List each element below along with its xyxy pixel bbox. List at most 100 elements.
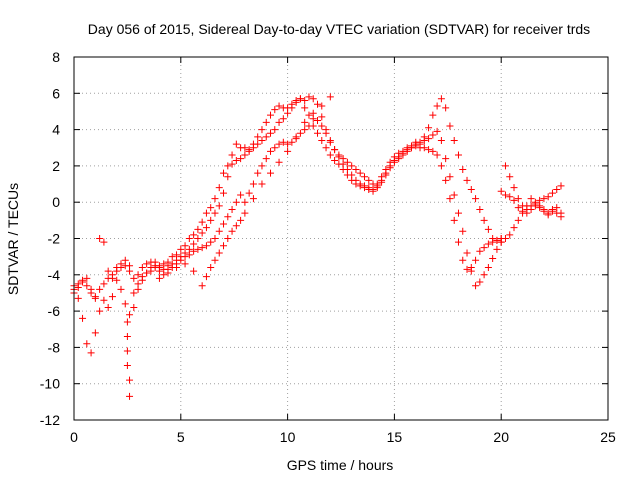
data-point bbox=[288, 138, 296, 146]
data-point bbox=[442, 155, 450, 163]
data-point bbox=[164, 262, 172, 270]
data-point bbox=[531, 200, 539, 208]
y-tick-label: -8 bbox=[48, 339, 61, 355]
data-point bbox=[91, 329, 99, 337]
data-point bbox=[314, 129, 322, 137]
data-point bbox=[493, 236, 501, 244]
data-point bbox=[557, 209, 565, 217]
data-point bbox=[501, 162, 509, 170]
data-point bbox=[173, 264, 181, 272]
data-point bbox=[254, 169, 262, 177]
data-point bbox=[301, 118, 309, 126]
data-point bbox=[309, 109, 317, 117]
data-point bbox=[548, 205, 556, 213]
data-point bbox=[296, 95, 304, 103]
data-point bbox=[284, 147, 292, 155]
data-point bbox=[501, 191, 509, 199]
data-point bbox=[211, 235, 219, 242]
data-point bbox=[215, 184, 223, 192]
data-point bbox=[123, 347, 131, 355]
data-point bbox=[433, 127, 441, 135]
data-point bbox=[126, 311, 134, 319]
data-point bbox=[450, 191, 458, 199]
data-point bbox=[429, 147, 437, 155]
data-point bbox=[151, 258, 159, 266]
data-point bbox=[544, 193, 552, 201]
y-tick-label: -4 bbox=[48, 267, 61, 283]
data-point bbox=[130, 274, 138, 282]
data-point bbox=[459, 227, 467, 235]
data-point bbox=[202, 273, 210, 281]
data-point bbox=[480, 216, 488, 224]
data-point bbox=[506, 231, 514, 239]
data-point bbox=[493, 245, 501, 253]
data-point bbox=[87, 285, 95, 293]
data-point bbox=[339, 155, 347, 163]
data-point bbox=[484, 225, 492, 233]
data-point bbox=[79, 314, 87, 322]
data-point bbox=[527, 195, 535, 203]
data-point bbox=[536, 204, 544, 212]
data-point bbox=[463, 265, 471, 273]
data-point bbox=[446, 195, 454, 203]
data-point bbox=[168, 253, 176, 261]
data-point bbox=[126, 392, 134, 400]
data-point bbox=[284, 109, 292, 117]
data-point bbox=[113, 264, 121, 272]
series-track-c bbox=[70, 115, 505, 311]
data-point bbox=[164, 269, 172, 277]
data-point bbox=[228, 151, 236, 159]
data-point bbox=[83, 282, 91, 290]
data-point bbox=[232, 222, 240, 230]
data-point bbox=[459, 256, 467, 264]
data-point bbox=[271, 126, 279, 134]
data-point bbox=[501, 235, 509, 242]
data-point bbox=[506, 193, 514, 201]
data-point bbox=[224, 173, 232, 181]
data-point bbox=[155, 274, 163, 282]
data-point bbox=[412, 140, 420, 148]
data-point bbox=[275, 140, 283, 148]
data-point bbox=[74, 284, 82, 292]
data-point bbox=[360, 173, 368, 181]
data-point bbox=[130, 289, 138, 297]
data-point bbox=[194, 245, 202, 253]
data-point bbox=[190, 267, 198, 275]
data-point bbox=[454, 151, 462, 159]
data-point bbox=[437, 136, 445, 144]
data-point bbox=[258, 180, 266, 188]
data-point bbox=[352, 166, 360, 174]
data-point bbox=[190, 240, 198, 248]
data-point bbox=[437, 95, 445, 103]
data-point bbox=[296, 129, 304, 137]
data-point bbox=[143, 269, 151, 277]
y-tick-label: 0 bbox=[52, 194, 60, 210]
series-track-d bbox=[155, 93, 334, 290]
data-point bbox=[108, 274, 116, 282]
data-point bbox=[267, 169, 275, 177]
data-point bbox=[407, 144, 415, 152]
data-point bbox=[215, 249, 223, 257]
data-point bbox=[123, 362, 131, 370]
data-point bbox=[271, 144, 279, 152]
data-point bbox=[121, 256, 129, 264]
data-point bbox=[331, 146, 339, 154]
data-point bbox=[365, 176, 373, 184]
data-point bbox=[288, 104, 296, 112]
data-point bbox=[510, 196, 518, 204]
y-tick-label: 6 bbox=[52, 85, 60, 101]
data-point bbox=[96, 235, 104, 242]
data-point bbox=[177, 245, 185, 253]
data-point bbox=[373, 182, 381, 190]
data-point bbox=[425, 124, 433, 132]
data-point bbox=[301, 97, 309, 105]
data-point bbox=[177, 256, 185, 264]
data-point bbox=[267, 147, 275, 155]
data-point bbox=[467, 185, 475, 193]
data-point bbox=[211, 256, 219, 264]
data-point bbox=[467, 267, 475, 275]
data-point bbox=[211, 195, 219, 203]
data-point bbox=[117, 285, 125, 293]
series-track-g bbox=[497, 187, 565, 219]
data-point bbox=[220, 242, 228, 250]
